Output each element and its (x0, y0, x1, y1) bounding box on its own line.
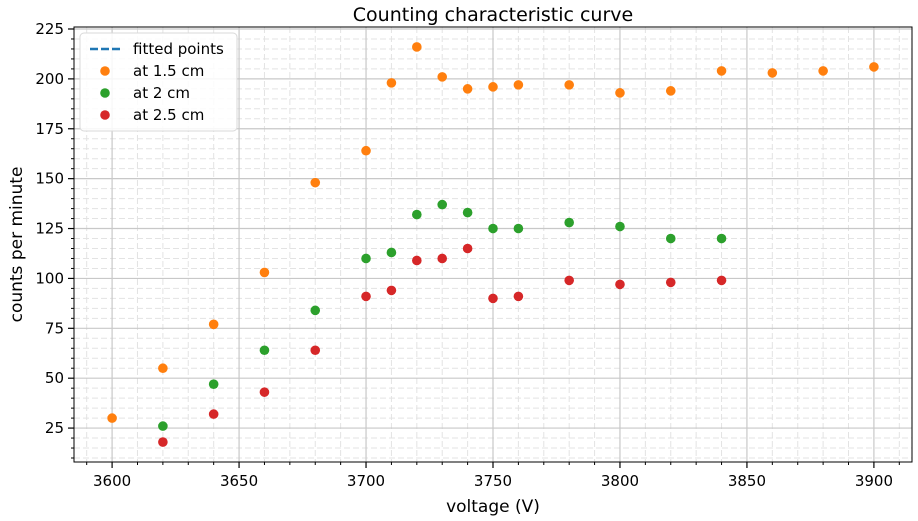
data-point (665, 233, 676, 244)
data-point (208, 409, 219, 419)
y-tick-label: 200 (35, 70, 64, 88)
y-tick-label: 25 (45, 419, 64, 437)
data-point (361, 253, 371, 264)
data-point (310, 177, 321, 188)
y-tick-label: 75 (45, 319, 64, 337)
data-point (564, 275, 574, 286)
data-point (437, 253, 448, 264)
data-point (818, 66, 828, 76)
data-point (716, 233, 727, 244)
data-point (259, 387, 270, 397)
data-point (158, 363, 168, 374)
legend-label: at 1.5 cm (133, 62, 204, 80)
data-point (107, 413, 117, 423)
data-point (259, 345, 270, 356)
legend: fitted points at 1.5 cm at 2 cm at 2.5 cm (79, 32, 238, 132)
data-point (513, 80, 524, 90)
chart-title: Counting characteristic curve (353, 4, 633, 26)
data-point (665, 277, 676, 288)
data-points (107, 42, 879, 447)
legend-point-marker (100, 88, 110, 98)
data-point (386, 285, 397, 296)
data-point (564, 217, 574, 228)
data-point (462, 207, 473, 218)
x-tick-label: 3900 (855, 472, 893, 490)
x-tick-label: 3850 (728, 472, 766, 490)
data-point (158, 421, 168, 431)
y-tick-label: 225 (35, 20, 64, 38)
data-point (310, 305, 321, 316)
data-point (488, 223, 498, 234)
data-point (386, 78, 397, 88)
data-point (488, 293, 498, 304)
legend-point-marker (100, 66, 110, 76)
legend-point-marker (100, 110, 110, 120)
data-point (513, 223, 524, 234)
data-point (767, 68, 778, 78)
data-point (208, 379, 219, 389)
data-point (412, 209, 422, 220)
data-point (412, 255, 422, 266)
data-point (869, 62, 879, 72)
y-axis-label: counts per minute (7, 167, 27, 323)
x-axis-label: voltage (V) (446, 497, 540, 517)
data-point (716, 275, 727, 286)
legend-label: fitted points (133, 40, 224, 58)
data-point (361, 145, 371, 156)
x-tick-label: 3600 (93, 472, 131, 490)
data-point (615, 88, 625, 98)
data-point (361, 291, 371, 302)
y-tick-label: 100 (35, 269, 64, 287)
data-point (208, 319, 219, 330)
x-tick-label: 3700 (347, 472, 385, 490)
data-point (462, 243, 473, 254)
x-tick-label: 3800 (601, 472, 639, 490)
data-point (665, 86, 676, 96)
x-tick-label: 3650 (220, 472, 258, 490)
legend-label: at 2.5 cm (133, 106, 204, 124)
data-point (615, 279, 625, 290)
axis-ticks: 3600 3650 3700 3750 3800 3850 3900 25 50 75 100 125… (35, 20, 900, 490)
y-tick-label: 150 (35, 170, 64, 188)
data-point (716, 66, 727, 76)
y-tick-label: 175 (35, 120, 64, 138)
data-point (386, 247, 397, 258)
data-point (462, 84, 473, 94)
data-point (437, 72, 448, 82)
data-point (412, 42, 422, 52)
x-tick-label: 3750 (474, 472, 512, 490)
data-point (615, 221, 625, 232)
data-point (310, 345, 321, 356)
y-tick-label: 125 (35, 220, 64, 238)
data-point (564, 80, 574, 90)
y-tick-label: 50 (45, 369, 64, 387)
data-point (513, 291, 524, 302)
data-point (158, 437, 168, 447)
legend-box (79, 32, 238, 132)
data-point (437, 199, 448, 210)
data-point (259, 267, 270, 278)
legend-label: at 2 cm (133, 84, 190, 102)
data-point (488, 82, 498, 92)
